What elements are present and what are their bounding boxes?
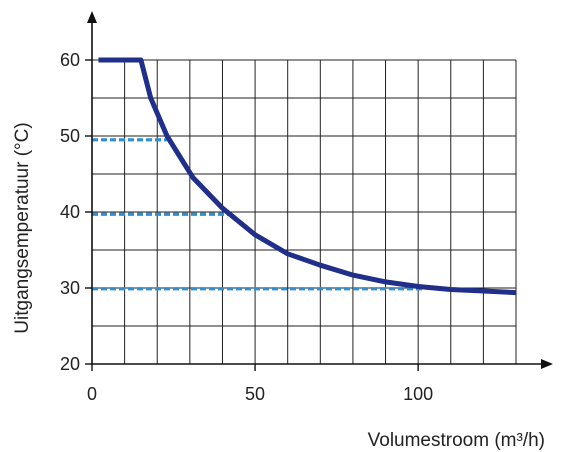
- y-axis-title: Uitgangsemperatuur (°C): [12, 122, 33, 333]
- x-tick-label: 0: [87, 384, 97, 404]
- series-line: [98, 57, 517, 296]
- y-axis-arrow: [87, 11, 97, 23]
- y-tick-label: 40: [60, 202, 80, 222]
- x-axis-title: Volumestroom (m³/h): [368, 430, 545, 451]
- tick-labels: 20 30 40 50 60 0 50 100: [60, 50, 433, 404]
- series-layer: [98, 57, 517, 296]
- y-tick-label: 20: [60, 354, 80, 374]
- y-tick-label: 60: [60, 50, 80, 70]
- y-tick-label: 30: [60, 278, 80, 298]
- x-axis-arrow: [541, 359, 553, 369]
- axes: [87, 11, 553, 369]
- reference-lines: [92, 138, 425, 291]
- y-tick-label: 50: [60, 126, 80, 146]
- x-tick-label: 50: [245, 384, 265, 404]
- grid: [92, 59, 517, 364]
- x-tick-label: 100: [403, 384, 433, 404]
